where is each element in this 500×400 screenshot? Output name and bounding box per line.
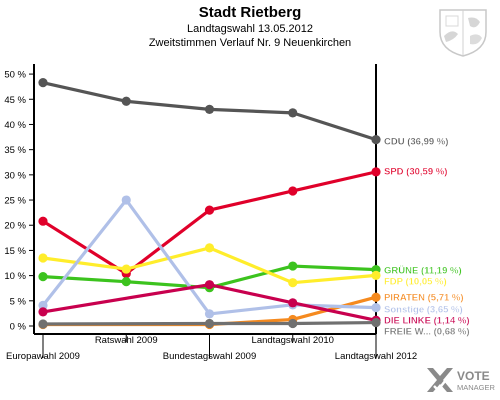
y-tick-label: 25 % bbox=[4, 196, 26, 207]
y-tick-label: 35 % bbox=[4, 145, 26, 156]
x-tick-label: Landtagswahl 2012 bbox=[335, 351, 417, 362]
data-point bbox=[371, 303, 381, 313]
data-point bbox=[288, 261, 298, 271]
y-tick-label: 5 % bbox=[10, 296, 27, 307]
series-end-label: FDP (10,05 %) bbox=[384, 277, 447, 288]
data-point bbox=[38, 216, 48, 226]
series-line bbox=[41, 198, 377, 316]
data-point bbox=[288, 318, 298, 329]
data-point bbox=[38, 319, 48, 329]
data-point bbox=[204, 205, 215, 215]
series-line bbox=[42, 170, 377, 276]
data-point bbox=[38, 78, 48, 88]
data-point bbox=[38, 253, 48, 263]
data-point bbox=[204, 309, 215, 319]
y-tick-label: 20 % bbox=[4, 221, 26, 232]
chart-subtitle-2: Zweitstimmen Verlauf Nr. 9 Neuenkirchen bbox=[148, 37, 352, 49]
series-end-label: CDU (36,99 %) bbox=[384, 137, 448, 148]
series-end-label: DIE LINKE (1,14 %) bbox=[384, 316, 470, 327]
data-point bbox=[38, 272, 48, 282]
data-point bbox=[121, 264, 131, 274]
y-tick-label: 40 % bbox=[4, 120, 26, 131]
data-point bbox=[121, 195, 131, 205]
series-fdp bbox=[38, 243, 381, 288]
data-point bbox=[204, 280, 215, 290]
series-sonstige bbox=[38, 195, 381, 319]
y-tick-label: 15 % bbox=[4, 246, 26, 257]
series-line bbox=[42, 320, 377, 326]
series-cdu bbox=[38, 78, 381, 145]
y-tick-label: 10 % bbox=[4, 271, 26, 282]
data-point bbox=[204, 318, 215, 329]
data-point bbox=[204, 243, 215, 253]
chart-title: Stadt Rietberg bbox=[198, 4, 302, 21]
vote-x-icon bbox=[427, 368, 453, 392]
series-line bbox=[42, 283, 377, 322]
data-point bbox=[288, 298, 298, 308]
data-point bbox=[371, 317, 381, 328]
series-end-label: FREIE W... (0,68 %) bbox=[384, 327, 470, 338]
series-end-label: PIRATEN (5,71 %) bbox=[384, 293, 464, 304]
data-point bbox=[371, 270, 381, 280]
x-tick-label: Europawahl 2009 bbox=[6, 351, 80, 362]
data-point bbox=[38, 307, 48, 317]
data-point bbox=[38, 300, 48, 310]
y-tick-label: 45 % bbox=[4, 95, 26, 106]
series-spd bbox=[38, 167, 381, 279]
coat-of-arms-icon bbox=[439, 9, 487, 57]
logo-text-manager: MANAGER bbox=[457, 383, 496, 392]
y-tick-label: 30 % bbox=[4, 170, 26, 181]
data-point bbox=[121, 96, 131, 106]
data-point bbox=[121, 277, 131, 287]
data-point bbox=[371, 167, 381, 177]
chart-subtitle: Landtagswahl 13.05.2012 bbox=[187, 23, 313, 35]
data-point bbox=[288, 108, 298, 118]
y-tick-label: 50 % bbox=[4, 70, 26, 81]
data-point bbox=[288, 186, 298, 196]
series-end-label: SPD (30,59 %) bbox=[384, 167, 447, 178]
data-point bbox=[371, 135, 381, 145]
votemanager-logo: VOTE MANAGER bbox=[427, 368, 496, 392]
logo-text-vote: VOTE bbox=[457, 369, 490, 383]
series-freie-w bbox=[38, 317, 381, 329]
series-end-label: GRÜNE (11,19 %) bbox=[384, 266, 462, 277]
x-tick-label: Landtagswahl 2010 bbox=[252, 335, 334, 346]
y-tick-label: 0 % bbox=[10, 322, 27, 333]
chart-header: Stadt Rietberg Landtagswahl 13.05.2012 Z… bbox=[0, 0, 500, 50]
data-point bbox=[204, 104, 215, 114]
x-tick-label: Ratswahl 2009 bbox=[95, 335, 158, 346]
x-tick-label: Bundestagswahl 2009 bbox=[163, 351, 257, 362]
data-point bbox=[371, 292, 381, 302]
series-end-label: Sonstige (3,65 %) bbox=[384, 305, 463, 316]
data-point bbox=[288, 278, 298, 288]
